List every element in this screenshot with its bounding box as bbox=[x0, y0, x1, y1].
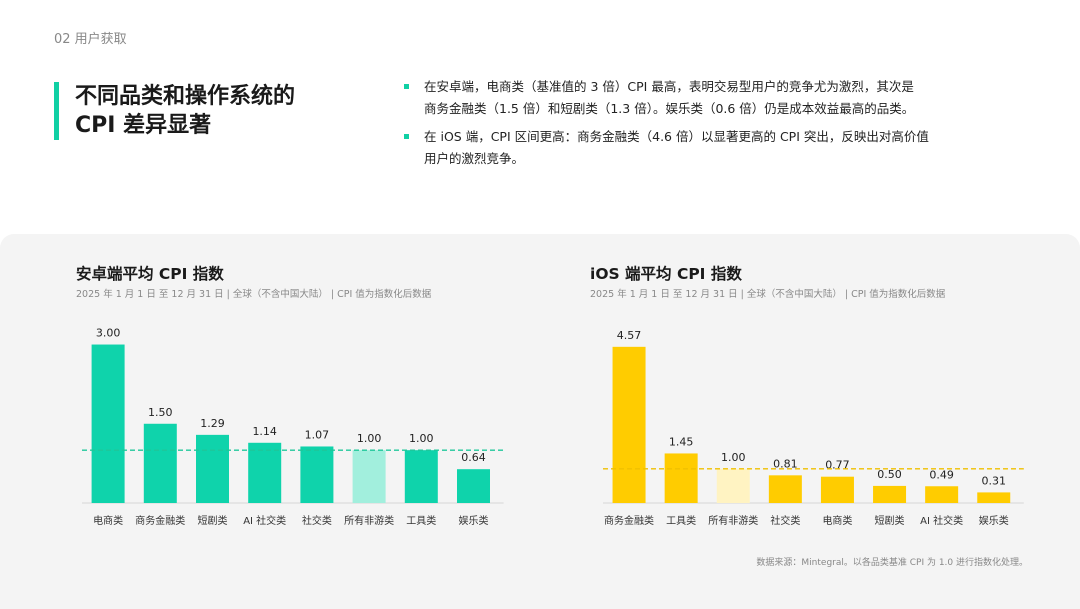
android-value-label: 1.50 bbox=[148, 406, 173, 419]
finding-android: 在安卓端，电商类（基准值的 3 倍）CPI 最高，表明交易型用户的竞争尤为激烈，… bbox=[404, 76, 964, 120]
android-category-label: 短剧类 bbox=[198, 514, 228, 527]
charts-panel bbox=[0, 234, 1080, 609]
android-chart-title: 安卓端平均 CPI 指数 bbox=[76, 265, 224, 283]
bullet-square-icon bbox=[404, 84, 409, 89]
finding-ios-line-2: 用户的激烈竞争。 bbox=[424, 151, 525, 166]
ios-chart-title: iOS 端平均 CPI 指数 bbox=[590, 265, 742, 283]
android-category-label: 娱乐类 bbox=[459, 514, 489, 527]
ios-bar bbox=[612, 346, 646, 503]
ios-bar bbox=[925, 486, 959, 503]
android-value-label: 3.00 bbox=[96, 327, 121, 340]
finding-android-line-1: 在安卓端，电商类（基准值的 3 倍）CPI 最高，表明交易型用户的竞争尤为激烈，… bbox=[424, 79, 914, 94]
android-bar bbox=[143, 423, 177, 503]
ios-bar bbox=[977, 492, 1011, 503]
ios-value-label: 0.49 bbox=[929, 468, 954, 481]
page-title: 不同品类和操作系统的 CPI 差异显著 bbox=[54, 82, 295, 140]
ios-category-label: 工具类 bbox=[666, 514, 696, 527]
android-bar bbox=[248, 442, 282, 503]
android-category-label: 工具类 bbox=[406, 514, 436, 527]
android-bar bbox=[91, 344, 125, 503]
android-category-label: 电商类 bbox=[93, 514, 123, 527]
android-value-label: 1.14 bbox=[252, 425, 277, 438]
ios-bar bbox=[716, 468, 750, 503]
android-value-label: 0.64 bbox=[461, 451, 486, 464]
android-bar bbox=[457, 469, 490, 503]
finding-android-line-2: 商务金融类（1.5 倍）和短剧类（1.3 倍）。娱乐类（0.6 倍）仍是成本效益… bbox=[424, 101, 915, 116]
ios-value-label: 0.77 bbox=[825, 459, 850, 472]
ios-category-label: 所有非游类 bbox=[708, 514, 758, 527]
ios-bar bbox=[820, 476, 854, 503]
android-category-label: 所有非游类 bbox=[344, 514, 394, 527]
android-category-label: 社交类 bbox=[302, 514, 332, 527]
finding-ios-line-1: 在 iOS 端，CPI 区间更高：商务金融类（4.6 倍）以显著更高的 CPI … bbox=[424, 129, 929, 144]
ios-category-label: 商务金融类 bbox=[604, 514, 654, 527]
ios-category-label: 娱乐类 bbox=[979, 514, 1009, 527]
ios-bar bbox=[873, 485, 907, 503]
ios-category-label: AI 社交类 bbox=[920, 514, 963, 527]
key-findings: 在安卓端，电商类（基准值的 3 倍）CPI 最高，表明交易型用户的竞争尤为激烈，… bbox=[404, 76, 964, 176]
android-bar bbox=[352, 450, 386, 503]
android-bar bbox=[196, 434, 229, 503]
ios-value-label: 0.50 bbox=[877, 468, 902, 481]
section-label: 02 用户获取 bbox=[54, 32, 127, 47]
ios-value-label: 1.45 bbox=[669, 435, 694, 448]
ios-value-label: 0.31 bbox=[982, 474, 1007, 487]
android-category-label: 商务金融类 bbox=[135, 514, 185, 527]
android-value-label: 1.00 bbox=[409, 432, 434, 445]
ios-bar bbox=[768, 475, 802, 503]
android-chart-subtitle: 2025 年 1 月 1 日 至 12 月 31 日 | 全球（不含中国大陆） … bbox=[76, 289, 432, 300]
android-value-label: 1.00 bbox=[357, 432, 382, 445]
ios-category-label: 电商类 bbox=[822, 514, 852, 527]
ios-category-label: 社交类 bbox=[770, 514, 800, 527]
ios-bar bbox=[664, 453, 698, 503]
android-value-label: 1.07 bbox=[305, 428, 330, 441]
ios-value-label: 0.81 bbox=[773, 457, 798, 470]
android-bar bbox=[300, 446, 334, 503]
ios-chart-subtitle: 2025 年 1 月 1 日 至 12 月 31 日 | 全球（不含中国大陆） … bbox=[590, 289, 946, 300]
ios-category-label: 短剧类 bbox=[875, 514, 905, 527]
page-title-line-2: CPI 差异显著 bbox=[75, 113, 212, 138]
android-category-label: AI 社交类 bbox=[243, 514, 286, 527]
android-bar bbox=[404, 450, 438, 503]
bullet-square-icon bbox=[404, 134, 409, 139]
page-title-line-1: 不同品类和操作系统的 bbox=[75, 84, 296, 109]
ios-value-label: 1.00 bbox=[721, 451, 746, 464]
android-value-label: 1.29 bbox=[200, 417, 225, 430]
ios-value-label: 4.57 bbox=[617, 329, 642, 342]
finding-ios: 在 iOS 端，CPI 区间更高：商务金融类（4.6 倍）以显著更高的 CPI … bbox=[404, 126, 964, 170]
data-source-note: 数据来源：Mintegral。以各品类基准 CPI 为 1.0 进行指数化处理。 bbox=[756, 558, 1028, 568]
